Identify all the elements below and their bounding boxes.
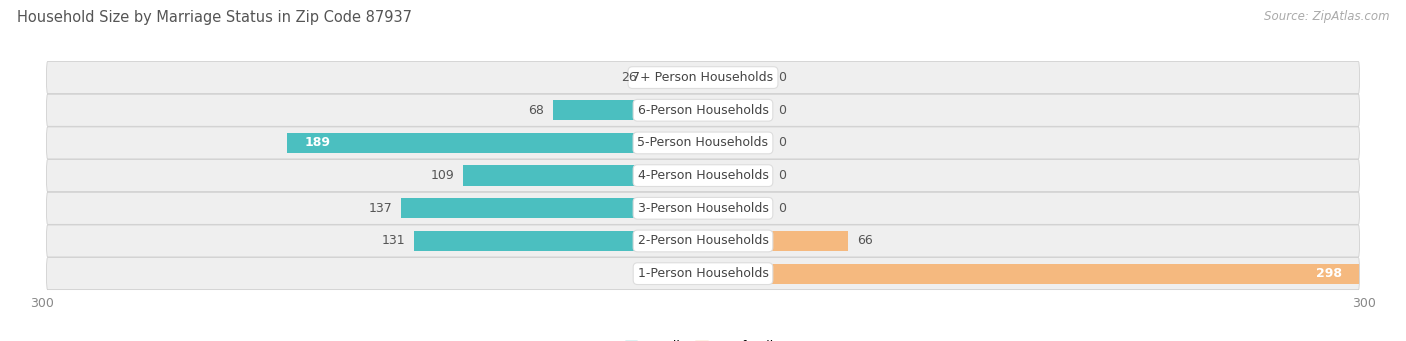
Bar <box>703 231 848 251</box>
Text: 131: 131 <box>382 235 405 248</box>
Bar <box>703 198 769 219</box>
FancyBboxPatch shape <box>46 160 1360 192</box>
Text: 5-Person Households: 5-Person Households <box>637 136 769 149</box>
Text: 0: 0 <box>778 136 786 149</box>
Text: 1-Person Households: 1-Person Households <box>637 267 769 280</box>
Bar <box>401 198 703 219</box>
Text: Source: ZipAtlas.com: Source: ZipAtlas.com <box>1264 10 1389 23</box>
Bar <box>645 68 703 88</box>
Bar <box>553 100 703 120</box>
Text: 3-Person Households: 3-Person Households <box>637 202 769 215</box>
Text: 0: 0 <box>778 169 786 182</box>
Text: 2-Person Households: 2-Person Households <box>637 235 769 248</box>
Bar <box>703 133 769 153</box>
Text: 4-Person Households: 4-Person Households <box>637 169 769 182</box>
Bar <box>287 133 703 153</box>
FancyBboxPatch shape <box>46 192 1360 224</box>
Text: 68: 68 <box>529 104 544 117</box>
Text: 189: 189 <box>304 136 330 149</box>
Text: 6-Person Households: 6-Person Households <box>637 104 769 117</box>
FancyBboxPatch shape <box>46 62 1360 93</box>
FancyBboxPatch shape <box>46 258 1360 290</box>
Text: 26: 26 <box>621 71 637 84</box>
FancyBboxPatch shape <box>46 94 1360 126</box>
FancyBboxPatch shape <box>46 225 1360 257</box>
Bar <box>703 68 769 88</box>
Text: 0: 0 <box>778 202 786 215</box>
Text: 0: 0 <box>778 71 786 84</box>
Bar <box>703 264 1360 284</box>
Bar <box>703 165 769 186</box>
Bar <box>463 165 703 186</box>
Bar <box>415 231 703 251</box>
FancyBboxPatch shape <box>46 127 1360 159</box>
Bar <box>703 100 769 120</box>
Text: 137: 137 <box>368 202 392 215</box>
Text: 109: 109 <box>430 169 454 182</box>
Text: 298: 298 <box>1316 267 1341 280</box>
Legend: Family, Nonfamily: Family, Nonfamily <box>624 340 782 341</box>
Text: 66: 66 <box>858 235 873 248</box>
Text: 7+ Person Households: 7+ Person Households <box>633 71 773 84</box>
Text: 0: 0 <box>778 104 786 117</box>
Text: Household Size by Marriage Status in Zip Code 87937: Household Size by Marriage Status in Zip… <box>17 10 412 25</box>
